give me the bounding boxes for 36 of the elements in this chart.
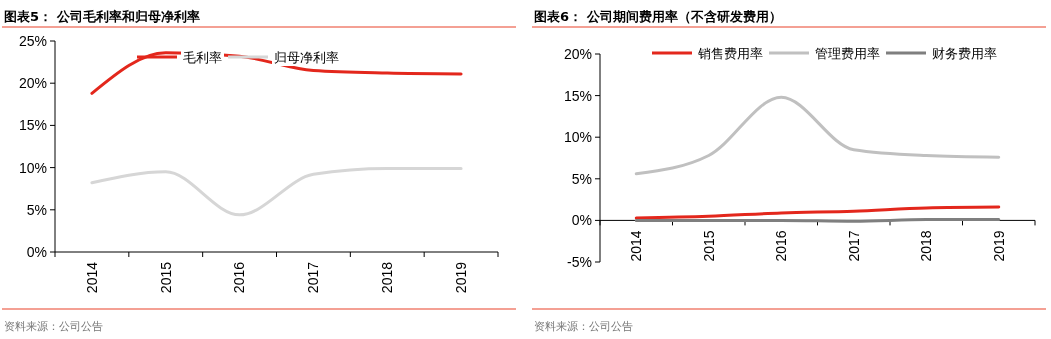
x-tick-label: 2017 <box>305 261 322 294</box>
y-tick-label: -5% <box>567 253 592 270</box>
x-tick-label: 2018 <box>379 261 396 294</box>
x-tick-label: 2014 <box>83 261 100 294</box>
x-tick-label: 2015 <box>700 230 717 262</box>
x-tick-label: 2019 <box>990 230 1007 262</box>
y-tick-label: 10% <box>563 129 592 146</box>
x-tick-label: 2019 <box>452 261 469 294</box>
text: 资料来源：公司公告 <box>4 320 103 333</box>
y-tick-label: 25% <box>18 32 47 49</box>
legend-label: 毛利率 <box>183 49 222 65</box>
line-series <box>90 166 463 217</box>
y-tick-label: 5% <box>26 201 47 218</box>
x-tick-label: 2014 <box>628 230 645 262</box>
y-tick-label: 0% <box>571 212 592 229</box>
line-series <box>634 95 1001 176</box>
y-tick-label: 15% <box>563 87 592 104</box>
x-tick-label: 2017 <box>845 230 862 262</box>
x-tick-label: 2016 <box>773 230 790 262</box>
y-tick-label: 5% <box>571 170 592 187</box>
x-tick-label: 2016 <box>231 261 248 294</box>
text: 资料来源：公司公告 <box>534 320 633 333</box>
x-tick-label: 2018 <box>918 230 935 262</box>
chart-title: 图表5： 公司毛利率和归母净利率 <box>4 9 200 24</box>
legend-label: 管理费用率 <box>815 45 880 61</box>
y-tick-label: 15% <box>18 117 47 134</box>
line-series <box>634 205 1001 220</box>
y-tick-label: 20% <box>18 75 47 92</box>
chart-title: 图表6： 公司期间费用率（不含研发费用） <box>534 9 782 24</box>
y-tick-label: 20% <box>563 45 592 62</box>
legend-label: 销售费用率 <box>697 45 763 61</box>
legend-label: 财务费用率 <box>932 45 997 61</box>
legend-label: 归母净利率 <box>274 49 339 65</box>
x-tick-label: 2015 <box>157 261 174 294</box>
y-tick-label: 0% <box>26 243 47 260</box>
y-tick-label: 10% <box>18 159 47 176</box>
